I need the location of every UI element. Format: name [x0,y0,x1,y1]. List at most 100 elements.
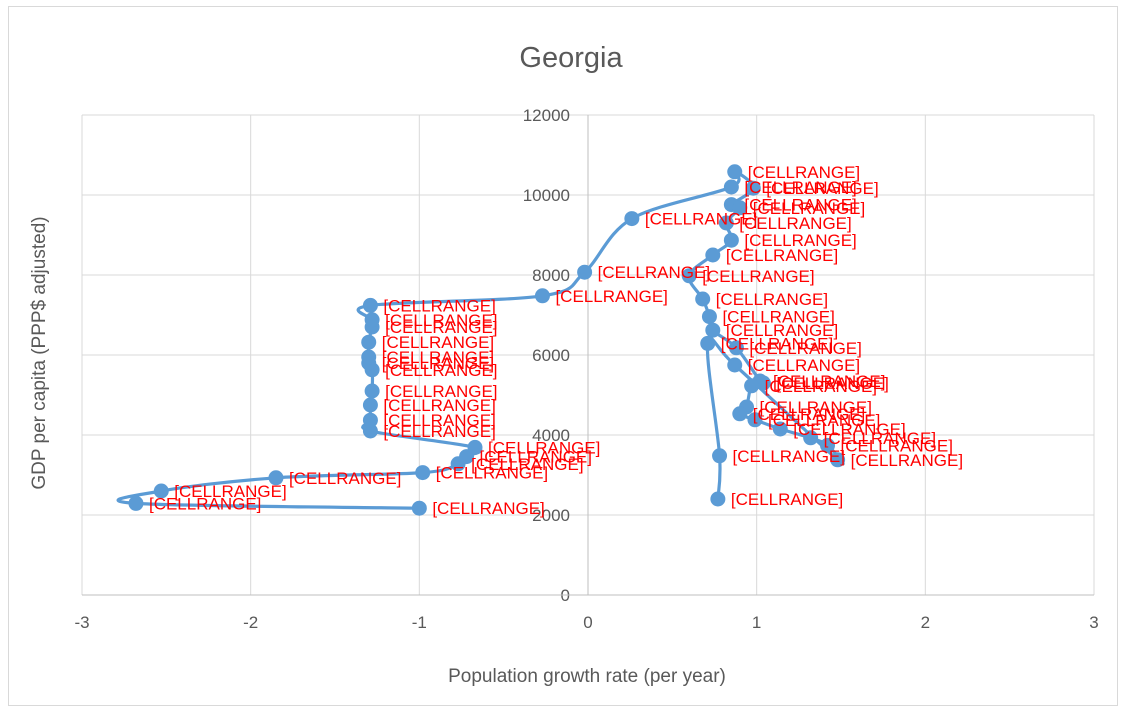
data-point [364,312,380,328]
data-point [830,452,846,468]
data-label: [CELLRANGE] [382,333,494,352]
x-tick-label: 3 [1089,613,1098,632]
data-label: [CELLRANGE] [383,396,495,415]
data-point [534,288,550,304]
data-point [362,397,378,413]
data-label: [CELLRANGE] [793,420,905,439]
data-label: [CELLRANGE] [382,348,494,367]
data-label: [CELLRANGE] [744,178,856,197]
data-label: [CELLRANGE] [385,311,497,330]
data-label: [CELLRANGE] [383,411,495,430]
data-point [577,264,593,280]
y-tick-label: 8000 [532,266,570,285]
data-label: [CELLRANGE] [289,469,401,488]
data-label: [CELLRANGE] [598,263,710,282]
data-label: [CELLRANGE] [555,287,667,306]
data-point [732,406,748,422]
y-tick-label: 12000 [523,106,570,125]
data-label: [CELLRANGE] [383,422,495,441]
data-label: [CELLRANGE] [841,436,953,455]
x-tick-label: 2 [921,613,930,632]
data-label: [CELLRANGE] [488,438,600,457]
data-point [747,412,763,428]
data-point [362,297,378,313]
data-point [361,349,377,365]
data-label: [CELLRANGE] [744,231,856,250]
data-point [718,215,734,231]
data-point [362,412,378,428]
data-label: [CELLRANGE] [471,455,583,474]
data-point [732,200,748,216]
data-label: [CELLRANGE] [645,210,757,229]
data-label: [CELLRANGE] [765,377,877,396]
data-point [723,232,739,248]
data-point [705,247,721,263]
data-point [727,164,743,180]
data-point [362,423,378,439]
x-tick-label: -1 [412,613,427,632]
data-label: [CELLRANGE] [721,334,833,353]
x-tick-label: 0 [583,613,592,632]
y-tick-label: 4000 [532,426,570,445]
data-point [755,375,771,391]
x-tick-label: -3 [74,613,89,632]
y-tick-label: 6000 [532,346,570,365]
data-point [415,465,431,481]
x-tick-label: -2 [243,613,258,632]
data-label: [CELLRANGE] [722,308,834,327]
data-label: [CELLRANGE] [436,464,548,483]
data-label: [CELLRANGE] [773,372,885,391]
data-point [128,495,144,511]
data-point [705,322,721,338]
data-point [681,268,697,284]
data-label: [CELLRANGE] [480,448,592,467]
data-label: [CELLRANGE] [385,318,497,337]
data-label: [CELLRANGE] [382,354,494,373]
data-label: [CELLRANGE] [766,179,878,198]
data-point [727,357,743,373]
data-label: [CELLRANGE] [383,296,495,315]
chart-frame: -3 -2 -1 0 1 2 3 0 2000 4000 6000 8000 10000 12000 [C… [8,6,1118,706]
data-label: [CELLRANGE] [739,214,851,233]
data-label: [CELLRANGE] [768,411,880,430]
data-label: [CELLRANGE] [702,267,814,286]
x-tick-label: 1 [752,613,761,632]
data-point [700,335,716,351]
data-point [624,211,640,227]
data-label: [CELLRANGE] [753,405,865,424]
data-label: [CELLRANGE] [731,490,843,509]
data-point [153,483,169,499]
data-point [701,309,717,325]
data-label: [CELLRANGE] [776,374,888,393]
data-point [364,383,380,399]
data-label: [CELLRANGE] [749,339,861,358]
data-label: [CELLRANGE] [716,290,828,309]
data-point [712,448,728,464]
y-tick-label: 2000 [532,506,570,525]
data-point [723,179,739,195]
data-label: [CELLRANGE] [726,246,838,265]
chart-title: Georgia [519,42,623,74]
data-point [820,437,836,453]
y-tick-label: 10000 [523,186,570,205]
data-label: [CELLRANGE] [824,429,936,448]
data-point [803,430,819,446]
data-label: [CELLRANGE] [753,199,865,218]
data-point [467,439,483,455]
data-label: [CELLRANGE] [851,451,963,470]
data-label: [CELLRANGE] [385,361,497,380]
data-point [695,291,711,307]
data-label: [CELLRANGE] [748,163,860,182]
data-label: [CELLRANGE] [733,447,845,466]
y-axis-title: GDP per capita (PPP$ adjusted) [29,216,50,489]
data-label: [CELLRANGE] [748,356,860,375]
data-point [744,378,760,394]
data-label: [CELLRANGE] [744,196,856,215]
data-point [411,500,427,516]
data-label: [CELLRANGE] [174,482,286,501]
data-label: [CELLRANGE] [726,321,838,340]
data-point [728,340,744,356]
data-label: [CELLRANGE] [149,494,261,513]
data-point [268,470,284,486]
